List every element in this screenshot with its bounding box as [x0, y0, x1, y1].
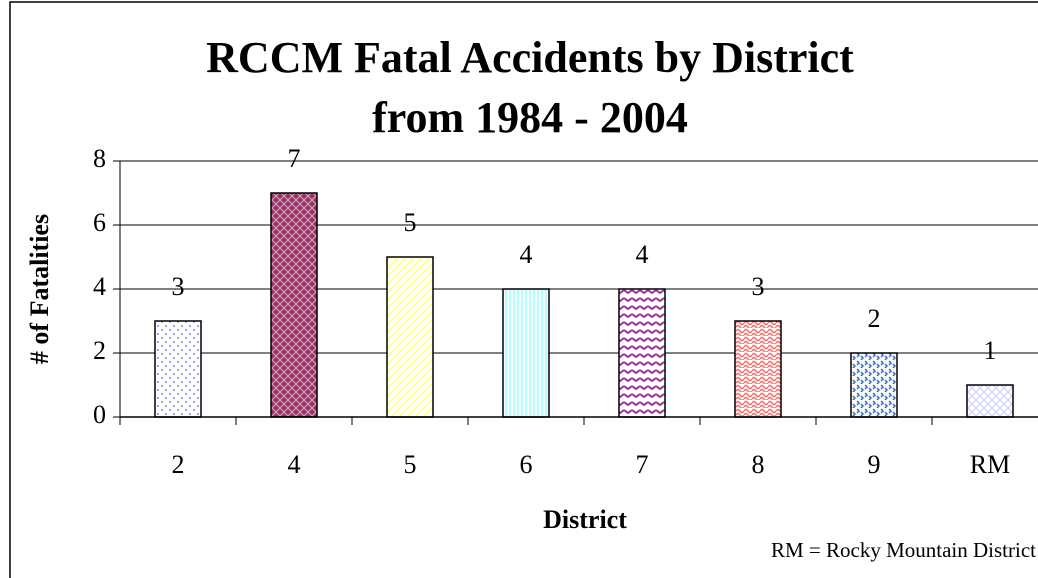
annotation: RM = Rocky Mountain District [771, 538, 1036, 562]
x-tick-label: 8 [752, 450, 765, 479]
y-axis-title: # of Fatalities [25, 214, 54, 364]
y-tick-label: 8 [93, 144, 106, 173]
x-tick-label: 2 [172, 450, 185, 479]
bar [502, 288, 550, 418]
bar [618, 288, 666, 418]
y-tick-label: 0 [93, 400, 106, 429]
bar [154, 320, 202, 418]
data-label: 1 [984, 336, 997, 365]
y-tick-label: 2 [93, 336, 106, 365]
bar [850, 352, 898, 418]
bar [270, 192, 318, 418]
bar [386, 256, 434, 418]
data-label: 3 [752, 272, 765, 301]
bar [734, 320, 782, 418]
x-tick-label: 6 [520, 450, 533, 479]
x-tick-label: 9 [868, 450, 881, 479]
x-tick-label: 5 [404, 450, 417, 479]
bar [966, 384, 1014, 418]
data-label: 5 [404, 208, 417, 237]
y-tick-label: 4 [93, 272, 106, 301]
chart-title: RCCM Fatal Accidents by District [206, 33, 854, 82]
x-tick-label: RM [970, 450, 1010, 479]
data-label: 4 [636, 240, 649, 269]
y-tick-label: 6 [93, 208, 106, 237]
x-axis-title: District [543, 505, 627, 534]
data-label: 4 [520, 240, 533, 269]
x-tick-label: 7 [636, 450, 649, 479]
x-tick-label: 4 [288, 450, 301, 479]
data-label: 2 [868, 304, 881, 333]
data-label: 7 [288, 144, 301, 173]
data-label: 3 [172, 272, 185, 301]
chart-subtitle: from 1984 - 2004 [372, 93, 688, 142]
